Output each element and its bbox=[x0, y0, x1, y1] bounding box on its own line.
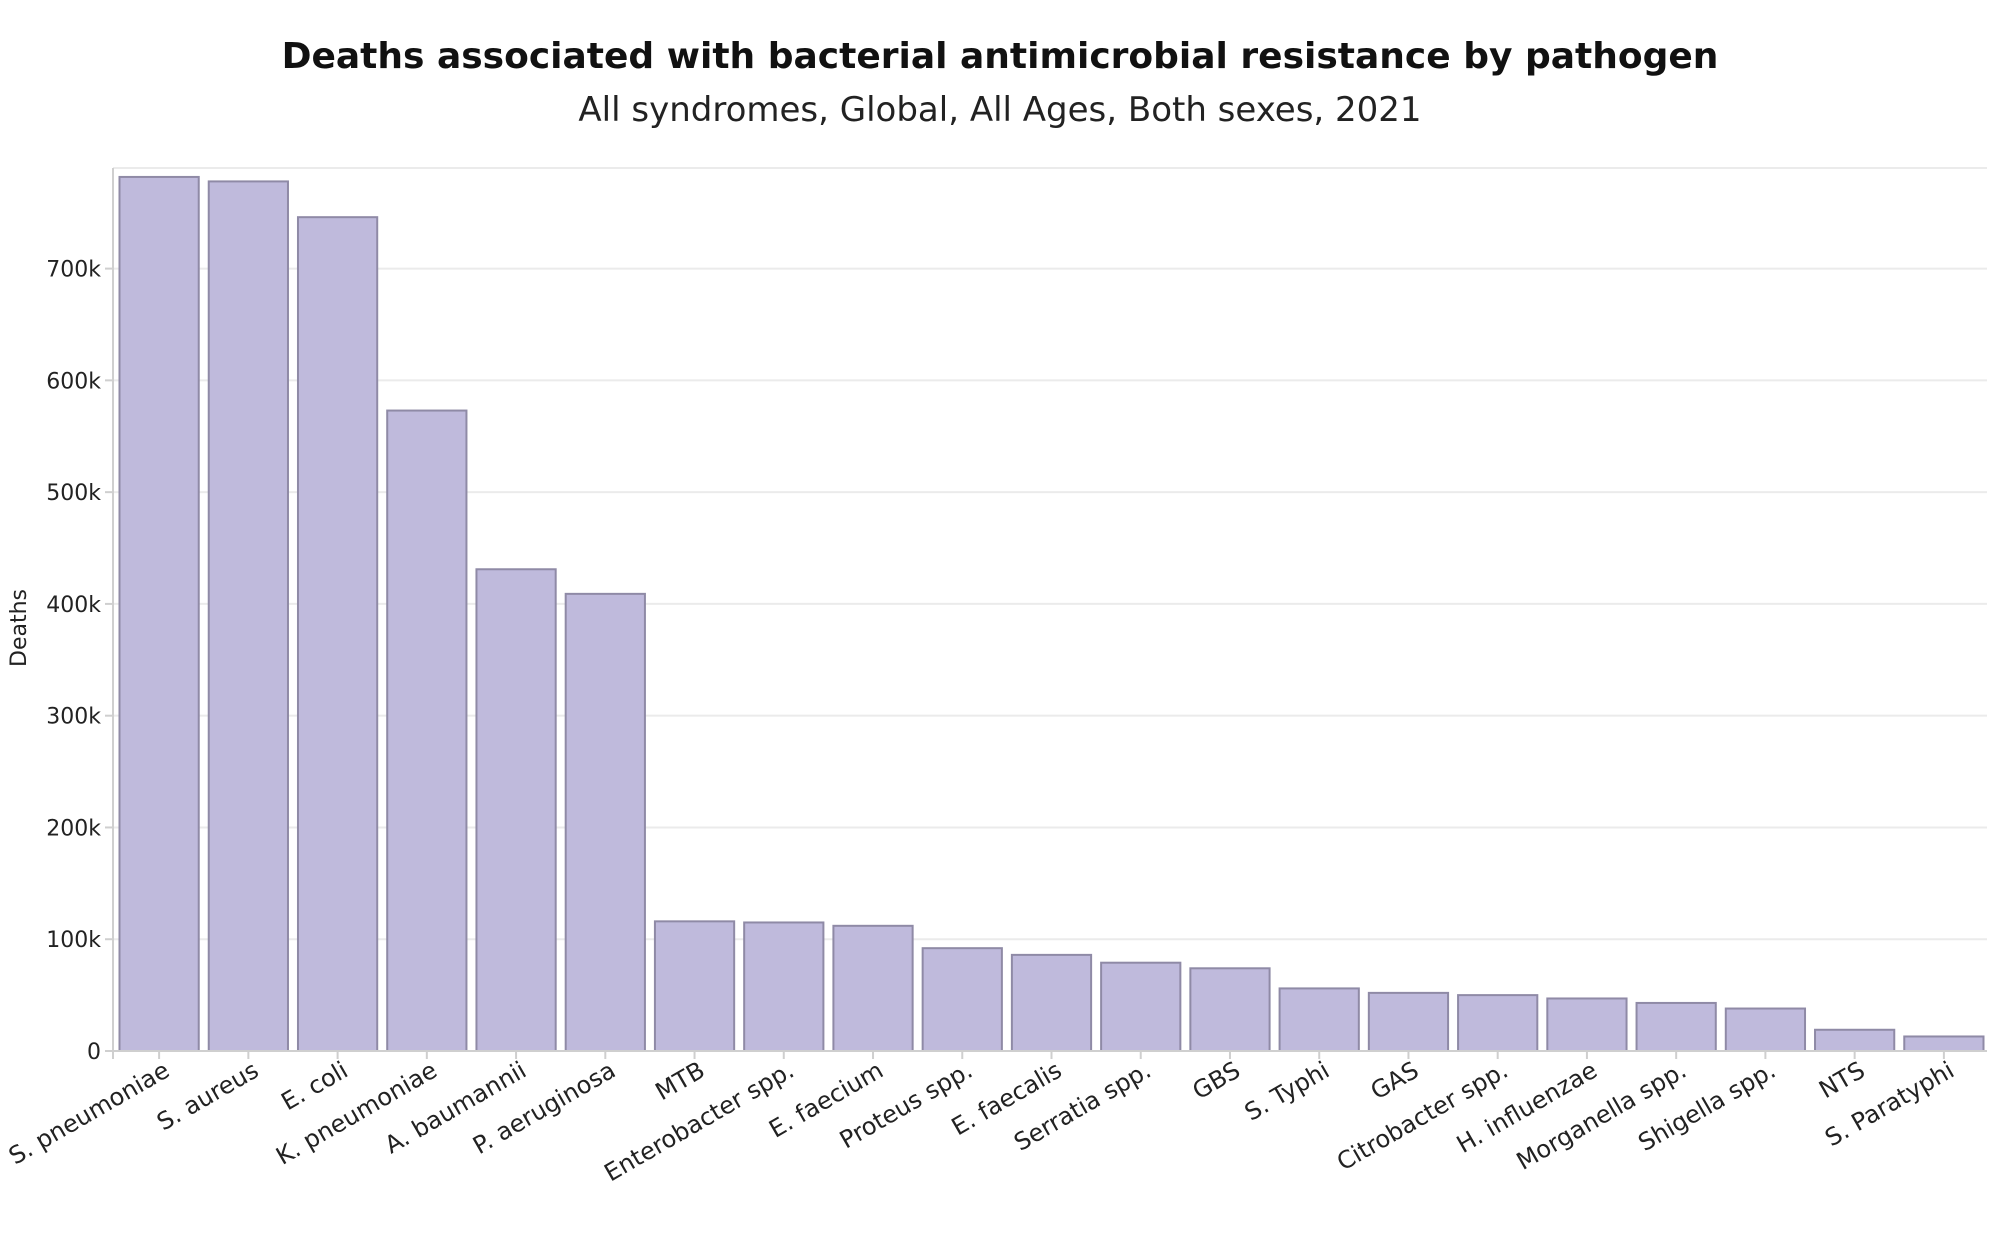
bar bbox=[1724, 1007, 1807, 1053]
bar bbox=[118, 175, 200, 1052]
bar bbox=[1546, 997, 1628, 1053]
y-tick-label: 500k bbox=[46, 481, 101, 506]
y-tick-label: 0 bbox=[87, 1040, 101, 1065]
bar bbox=[1814, 1028, 1896, 1053]
bars bbox=[118, 175, 1985, 1053]
bar bbox=[1100, 961, 1182, 1053]
y-tick-label: 200k bbox=[46, 816, 101, 841]
y-tick-label: 400k bbox=[46, 593, 101, 618]
chart-subtitle: All syndromes, Global, All Ages, Both se… bbox=[578, 90, 1422, 130]
x-tick-label: GBS bbox=[1188, 1056, 1245, 1105]
bar bbox=[564, 592, 646, 1053]
y-tick-label: 700k bbox=[46, 258, 101, 283]
x-tick-label: MTB bbox=[651, 1056, 710, 1106]
bar bbox=[1278, 987, 1360, 1052]
bar bbox=[475, 568, 557, 1052]
x-tick-label: GAS bbox=[1366, 1056, 1424, 1105]
bar bbox=[653, 920, 736, 1052]
bar bbox=[921, 947, 1003, 1052]
x-tick-label: S. Typhi bbox=[1240, 1056, 1334, 1127]
axes bbox=[105, 168, 1987, 1059]
bar bbox=[1367, 991, 1450, 1052]
y-tick-label: 300k bbox=[46, 705, 101, 730]
bar bbox=[1457, 994, 1539, 1053]
y-tick-label: 100k bbox=[46, 928, 101, 953]
bar bbox=[1635, 1001, 1717, 1053]
x-tick-label: S. aureus bbox=[152, 1056, 263, 1136]
y-tick-labels: 0 100k 200k 300k 400k 500k 600k 700k bbox=[46, 258, 101, 1065]
bar bbox=[207, 180, 289, 1052]
bar bbox=[1189, 967, 1271, 1053]
bar bbox=[1010, 953, 1093, 1053]
bar bbox=[832, 924, 914, 1052]
y-tick-label: 600k bbox=[46, 369, 101, 394]
x-tick-label: NTS bbox=[1814, 1056, 1869, 1104]
chart-title: Deaths associated with bacterial antimic… bbox=[281, 36, 1719, 77]
bar bbox=[386, 409, 468, 1052]
bar bbox=[1903, 1035, 1985, 1052]
bar bbox=[743, 921, 825, 1053]
bar bbox=[296, 216, 379, 1052]
x-tick-label: S. pneumoniae bbox=[4, 1056, 174, 1170]
y-axis-label: Deaths bbox=[7, 589, 32, 667]
